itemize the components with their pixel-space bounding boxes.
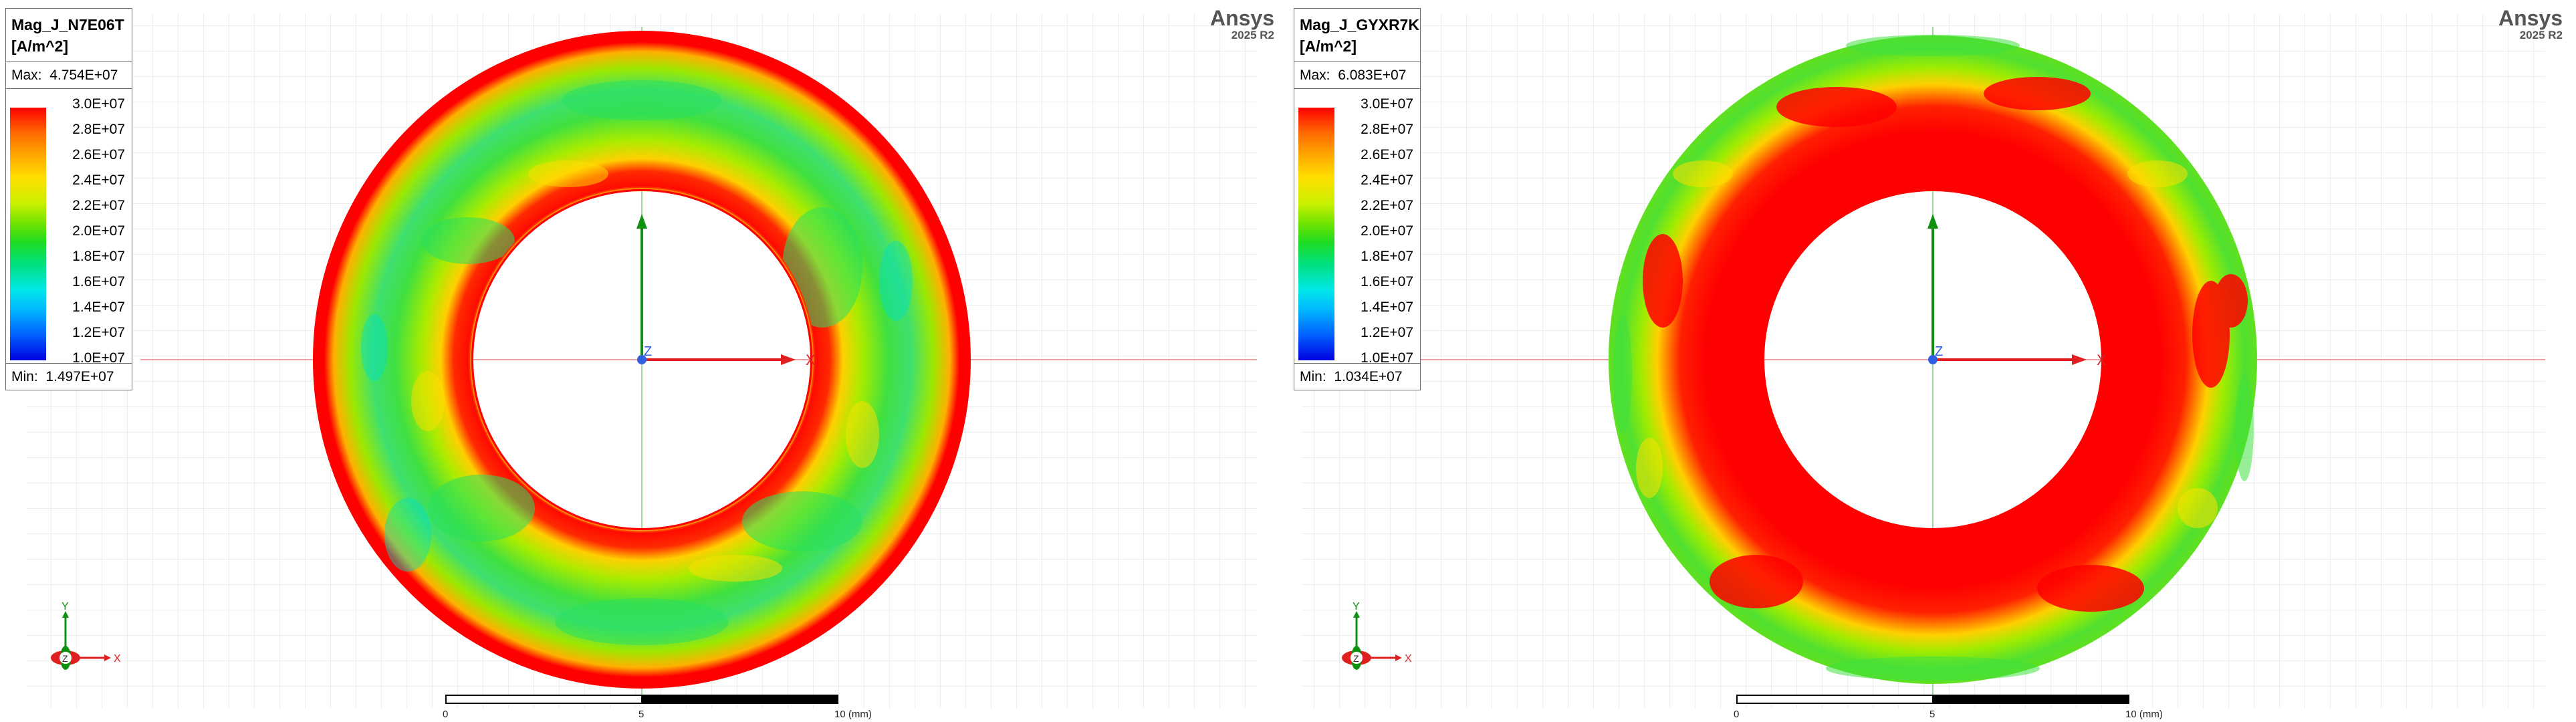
scale-label-0: 0: [443, 709, 449, 720]
color-legend[interactable]: Mag_J_N7E06T [A/m^2] Max: 4.754E+07 3.0E…: [5, 8, 132, 390]
legend-header: Mag_J_GYXR7K [A/m^2]: [1294, 9, 1420, 62]
plot-canvas-left[interactable]: X Z X Y Z: [0, 0, 1288, 722]
legend-tick: 3.0E+07: [72, 96, 125, 112]
max-value: 6.083E+07: [1338, 68, 1407, 83]
plot-canvas-right[interactable]: X Z X Y Z: [1288, 0, 2576, 722]
coordinate-triad-center: [1927, 214, 2087, 365]
legend-tick: 2.6E+07: [1361, 147, 1413, 162]
center-x-label: X: [806, 352, 816, 368]
corner-z-label: Z: [62, 653, 68, 664]
legend-tick: 2.8E+07: [72, 122, 125, 137]
color-scale-bar: [10, 108, 46, 360]
corner-y-label: Y: [1353, 601, 1360, 612]
min-label: Min:: [1300, 369, 1326, 384]
scale-bar: [1736, 695, 2129, 704]
legend-units: [A/m^2]: [1300, 37, 1357, 55]
min-value: 1.034E+07: [1334, 369, 1403, 384]
ansys-logo: Ansys 2025 R2: [2498, 7, 2563, 41]
center-x-label: X: [2097, 352, 2107, 368]
max-label: Max:: [1300, 68, 1330, 83]
legend-tick: 1.4E+07: [72, 299, 125, 315]
scale-label-0: 0: [1734, 709, 1740, 720]
scale-bar: [445, 695, 838, 704]
legend-max: Max: 4.754E+07: [6, 62, 132, 89]
coordinate-triad-center: [636, 214, 796, 365]
scale-label-10: 10 (mm): [2125, 709, 2163, 720]
legend-tick: 2.0E+07: [1361, 223, 1413, 239]
legend-tick: 1.8E+07: [1361, 249, 1413, 264]
brand-version: 2025 R2: [2519, 29, 2563, 41]
legend-tick: 2.4E+07: [72, 172, 125, 188]
legend-min: Min: 1.497E+07: [6, 363, 132, 390]
legend-tick: 1.2E+07: [1361, 325, 1413, 340]
corner-axis-triad: [51, 611, 111, 670]
scale-label-5: 5: [1929, 709, 1936, 720]
legend-tick: 1.6E+07: [72, 274, 125, 289]
legend-tick: 1.6E+07: [1361, 274, 1413, 289]
brand-version: 2025 R2: [1231, 29, 1274, 41]
legend-tick: 2.6E+07: [72, 147, 125, 162]
center-z-label: Z: [1935, 344, 1943, 359]
corner-x-label: X: [1405, 653, 1412, 665]
field-plot-right[interactable]: X Z X Y Z 0 5 10 (mm) Mag_J_GYXR7K [A/m^…: [1288, 0, 2576, 722]
legend-title: Mag_J_GYXR7K: [1300, 16, 1419, 33]
legend-units: [A/m^2]: [11, 37, 68, 55]
scale-label-5: 5: [638, 709, 645, 720]
brand-name: Ansys: [2498, 6, 2563, 30]
legend-tick: 1.0E+07: [1361, 350, 1413, 366]
max-value: 4.754E+07: [49, 68, 118, 83]
legend-tick: 2.2E+07: [72, 198, 125, 213]
max-label: Max:: [11, 68, 42, 83]
ansys-logo: Ansys 2025 R2: [1210, 7, 1274, 41]
legend-title: Mag_J_N7E06T: [11, 16, 124, 33]
min-label: Min:: [11, 369, 38, 384]
corner-z-label: Z: [1353, 653, 1359, 664]
legend-header: Mag_J_N7E06T [A/m^2]: [6, 9, 132, 62]
corner-y-label: Y: [62, 601, 69, 612]
legend-tick: 3.0E+07: [1361, 96, 1413, 112]
color-legend[interactable]: Mag_J_GYXR7K [A/m^2] Max: 6.083E+07 3.0E…: [1294, 8, 1421, 390]
corner-axis-triad: [1342, 611, 1402, 670]
legend-tick: 1.0E+07: [72, 350, 125, 366]
legend-tick: 2.4E+07: [1361, 172, 1413, 188]
legend-min: Min: 1.034E+07: [1294, 363, 1420, 390]
corner-x-label: X: [114, 653, 121, 665]
scale-label-10: 10 (mm): [834, 709, 872, 720]
legend-tick: 2.8E+07: [1361, 122, 1413, 137]
legend-tick: 2.0E+07: [72, 223, 125, 239]
legend-tick: 1.2E+07: [72, 325, 125, 340]
field-plot-left[interactable]: X Z X Y Z 0 5 10 (mm) Mag_J_N7E06T [A/m^…: [0, 0, 1288, 722]
brand-name: Ansys: [1209, 6, 1274, 30]
legend-tick: 2.2E+07: [1361, 198, 1413, 213]
min-value: 1.497E+07: [45, 369, 114, 384]
center-z-label: Z: [644, 344, 652, 359]
legend-tick: 1.8E+07: [72, 249, 125, 264]
legend-tick: 1.4E+07: [1361, 299, 1413, 315]
legend-max: Max: 6.083E+07: [1294, 62, 1420, 89]
color-scale-bar: [1298, 108, 1334, 360]
